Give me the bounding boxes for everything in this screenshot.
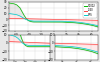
Legend: S1002, 1/40, EPS: S1002, 1/40, EPS: [83, 3, 97, 18]
